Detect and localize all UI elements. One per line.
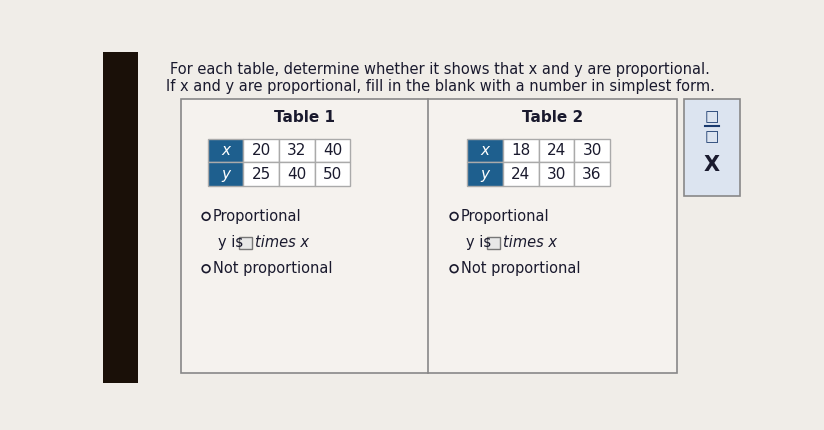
Bar [279,163,315,186]
Bar [539,139,574,163]
Text: times x: times x [255,235,309,250]
Text: 50: 50 [323,166,342,181]
Text: x: x [221,144,230,158]
Text: For each table, determine whether it shows that x and y are proportional.: For each table, determine whether it sho… [171,62,710,77]
Text: 40: 40 [323,144,342,158]
Text: y is: y is [466,235,491,250]
Bar [488,237,500,249]
Bar [208,163,243,186]
Text: y is: y is [218,235,243,250]
Text: 30: 30 [583,144,602,158]
Text: y: y [480,166,489,181]
Text: 20: 20 [251,144,271,158]
Bar [503,163,539,186]
Text: Table 2: Table 2 [522,110,583,125]
Bar [315,163,350,186]
Text: Table 1: Table 1 [274,110,335,125]
Bar [467,139,503,163]
Bar [240,237,252,249]
Bar [243,139,279,163]
Text: Not proportional: Not proportional [213,261,333,276]
Text: 18: 18 [511,144,531,158]
Text: 32: 32 [287,144,307,158]
Text: 24: 24 [511,166,531,181]
Text: X: X [704,155,720,175]
Bar [103,52,138,383]
Text: 25: 25 [251,166,271,181]
Bar [208,139,243,163]
Bar [315,139,350,163]
Text: 36: 36 [583,166,602,181]
Text: times x: times x [503,235,557,250]
Bar [574,139,610,163]
Text: If x and y are proportional, fill in the blank with a number in simplest form.: If x and y are proportional, fill in the… [166,79,714,94]
Text: Proportional: Proportional [461,209,550,224]
Bar [180,99,677,373]
Bar [279,139,315,163]
Text: Not proportional: Not proportional [461,261,581,276]
Bar [503,139,539,163]
Text: 40: 40 [287,166,307,181]
Text: □: □ [705,129,719,144]
Text: Proportional: Proportional [213,209,302,224]
Text: 30: 30 [546,166,566,181]
Text: □: □ [705,109,719,124]
Text: 24: 24 [547,144,566,158]
Text: y: y [221,166,230,181]
Bar [467,163,503,186]
Bar [684,99,740,196]
Bar [243,163,279,186]
Bar [574,163,610,186]
Text: x: x [480,144,489,158]
Bar [539,163,574,186]
